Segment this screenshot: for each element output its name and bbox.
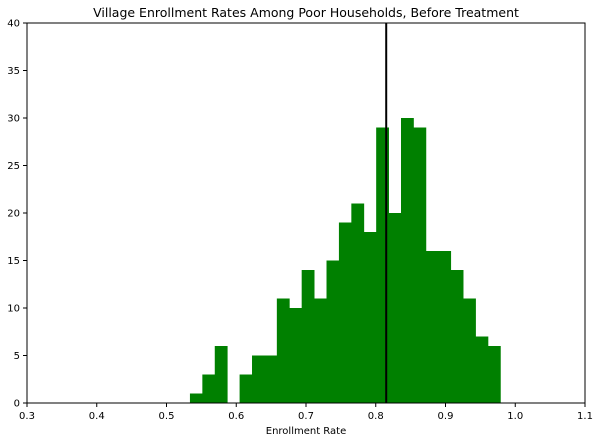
x-tick-label: 0.4 <box>89 411 105 422</box>
histogram-bar-8 <box>289 308 303 403</box>
x-tick-label: 0.6 <box>228 411 244 422</box>
y-tick-label: 35 <box>7 66 20 77</box>
x-tick-label: 0.7 <box>298 411 314 422</box>
histogram-bar-12 <box>338 222 352 403</box>
y-tick-label: 40 <box>7 19 20 30</box>
histogram-bar-9 <box>301 270 315 403</box>
y-tick-label: 30 <box>7 114 20 125</box>
y-tick-label: 15 <box>7 256 20 267</box>
x-tick-label: 0.9 <box>438 411 454 422</box>
histogram-bar-23 <box>475 336 489 403</box>
histogram-bar-10 <box>314 298 327 403</box>
histogram-bar-2 <box>214 346 228 403</box>
x-tick-label: 1.1 <box>577 411 593 422</box>
y-tick-label: 20 <box>7 209 20 220</box>
x-axis-label: Enrollment Rate <box>266 426 346 437</box>
x-tick-label: 1.0 <box>507 411 523 422</box>
histogram-bar-18 <box>413 127 427 403</box>
histogram-bar-19 <box>425 251 439 403</box>
histogram-bar-13 <box>351 203 365 403</box>
histogram-bar-21 <box>450 270 464 403</box>
histogram-bar-6 <box>264 355 278 403</box>
histogram-bar-17 <box>401 118 414 403</box>
histogram-bar-0 <box>189 393 203 403</box>
histogram-bar-11 <box>326 260 340 403</box>
histogram-bar-1 <box>202 374 216 403</box>
histogram-bar-7 <box>276 298 290 403</box>
histogram-bar-20 <box>438 251 452 403</box>
x-tick-label: 0.8 <box>368 411 384 422</box>
histogram-bar-14 <box>363 232 377 403</box>
y-axis-ticks: 0 5 10 15 20 25 30 35 40 <box>7 19 27 410</box>
y-tick-label: 0 <box>14 399 20 410</box>
chart-title: Village Enrollment Rates Among Poor Hous… <box>93 5 519 20</box>
histogram-bar-22 <box>463 298 476 403</box>
histogram-bars <box>189 118 501 403</box>
histogram-bar-24 <box>487 346 501 403</box>
y-tick-label: 25 <box>7 161 20 172</box>
x-axis-ticks: 0.3 0.4 0.5 0.6 0.7 0.8 0.9 1.0 1.1 <box>19 403 593 422</box>
y-tick-label: 5 <box>14 351 20 362</box>
x-tick-label: 0.5 <box>159 411 175 422</box>
histogram-bar-4 <box>239 374 253 403</box>
histogram-bar-5 <box>252 355 265 403</box>
histogram-bar-16 <box>388 213 402 403</box>
x-tick-label: 0.3 <box>19 411 35 422</box>
y-tick-label: 10 <box>7 304 20 315</box>
